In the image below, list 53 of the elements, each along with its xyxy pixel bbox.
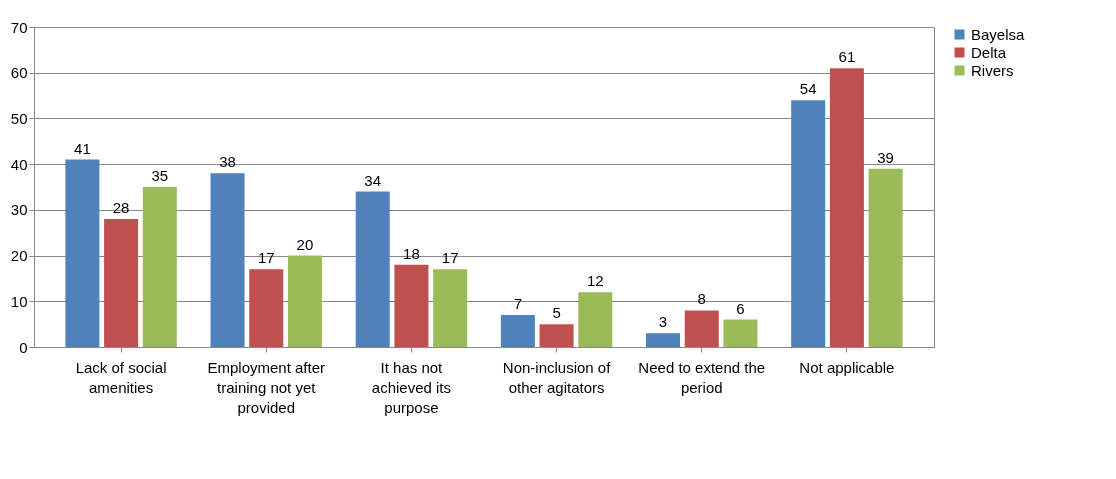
y-tick-label: 60 [10, 64, 28, 82]
bar [65, 159, 100, 347]
bar [287, 255, 322, 347]
x-tick-label: Need to extend the period [638, 358, 766, 396]
data-label: 28 [112, 199, 130, 216]
data-label: 38 [219, 153, 236, 171]
data-label: 41 [74, 139, 91, 157]
legend-label: Rivers [971, 61, 1014, 79]
y-tick-label: 50 [10, 109, 28, 127]
data-label: 54 [799, 80, 817, 98]
bar [791, 100, 826, 347]
data-label: 20 [296, 235, 314, 253]
data-label: 8 [697, 290, 706, 308]
y-tick-label: 10 [10, 292, 28, 310]
x-tick-label: Non-inclusion of other agitators [502, 358, 612, 396]
bar [433, 269, 468, 347]
bar [723, 319, 758, 347]
data-label: 7 [513, 295, 523, 312]
bar [500, 315, 535, 347]
y-tick-label: 30 [10, 201, 28, 219]
data-label: 17 [441, 249, 459, 267]
bar [578, 292, 613, 347]
bar [104, 219, 139, 347]
y-tick-label: 0 [19, 338, 28, 356]
y-tick-label: 40 [10, 155, 28, 173]
bar [249, 269, 284, 347]
y-tick-label: 20 [10, 247, 28, 265]
data-label: 3 [658, 313, 668, 331]
x-tick-label: Employment after training not yet provided [207, 358, 326, 416]
data-label: 39 [877, 148, 894, 166]
bar [646, 333, 681, 347]
data-label: 34 [364, 171, 382, 189]
bar [684, 310, 719, 347]
bar [394, 264, 429, 347]
x-tick-label: Lack of social amenities [75, 358, 167, 396]
data-label: 12 [586, 272, 604, 290]
bar [355, 191, 390, 347]
data-label: 61 [838, 48, 856, 66]
bar [210, 173, 245, 347]
legend-label: Delta [971, 43, 1007, 61]
bar [868, 168, 903, 347]
data-label: 5 [552, 304, 561, 322]
data-label: 6 [736, 299, 745, 317]
x-tick-label: It has not achieved its purpose [371, 358, 452, 416]
x-tick-label: Not applicable [799, 358, 895, 376]
bar [142, 187, 177, 347]
data-label: 35 [151, 167, 169, 184]
y-tick-label: 70 [10, 18, 28, 36]
legend-label: Bayelsa [971, 25, 1026, 43]
data-label: 18 [403, 244, 420, 262]
bar [539, 324, 574, 347]
data-label: 17 [257, 249, 275, 267]
bar [829, 68, 864, 347]
